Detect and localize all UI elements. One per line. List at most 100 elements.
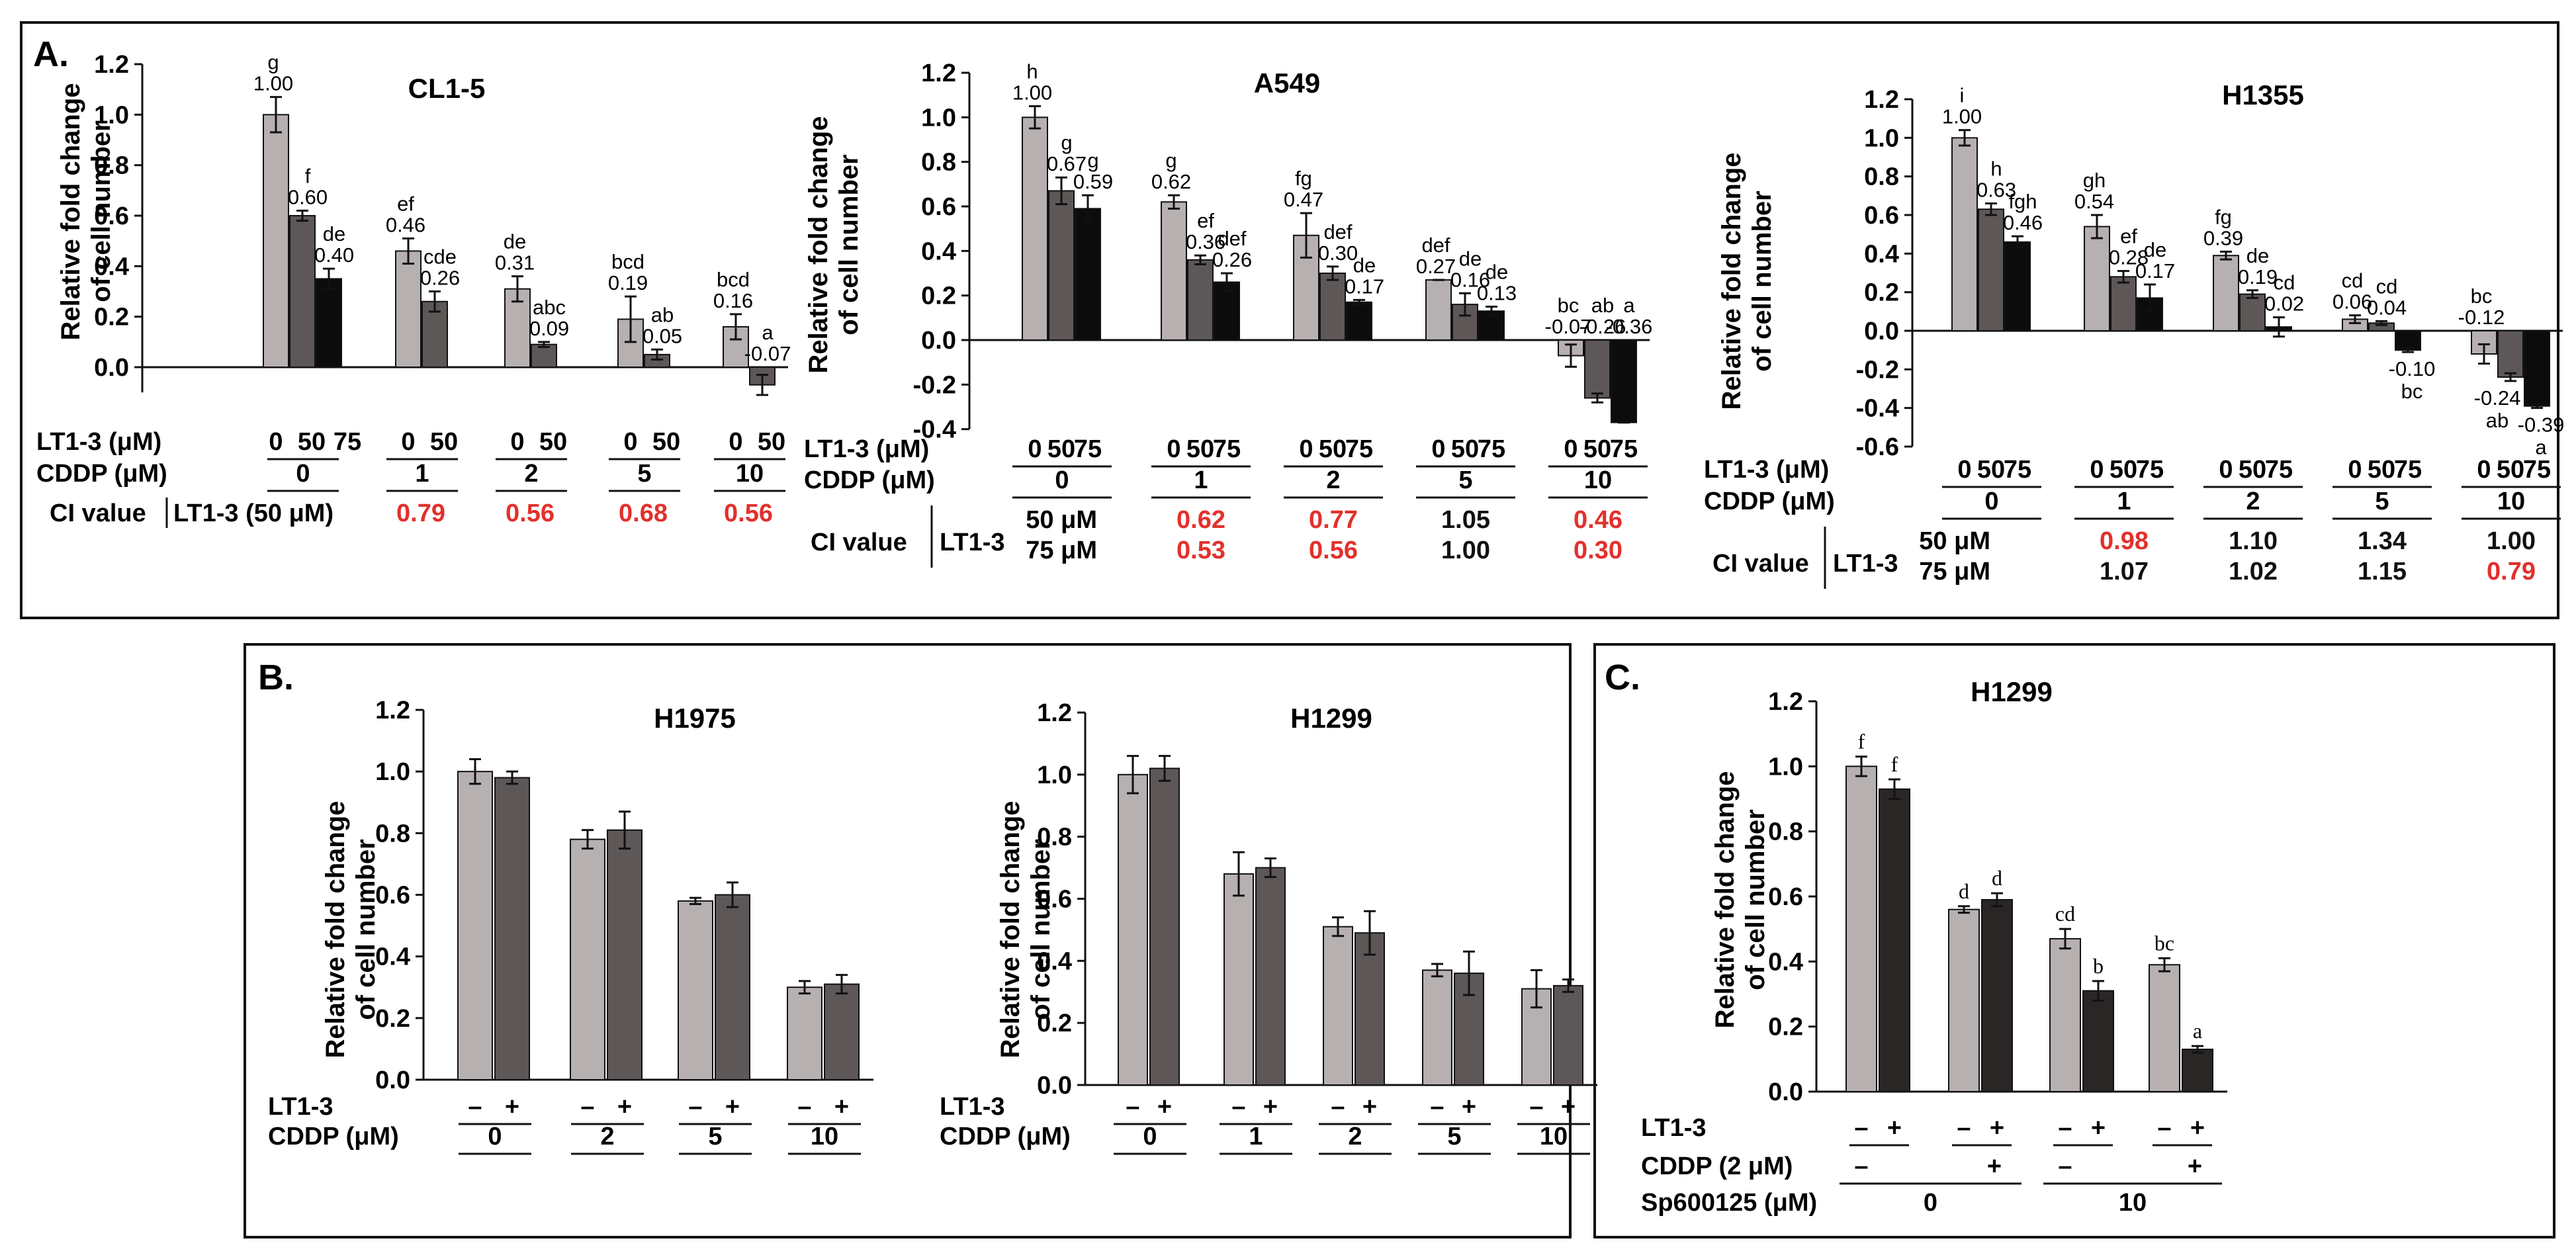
bar: [2524, 330, 2550, 407]
y-tick-label: 1.0: [1864, 124, 1899, 152]
data-label: 0.02: [2264, 292, 2304, 316]
bar: [2395, 330, 2421, 351]
bar: [1323, 926, 1353, 1086]
ci-table: CI value LT1-3 (50 μM) 0.79 0.56 0.68 0.56: [50, 498, 773, 528]
lt13-level: 50: [758, 428, 785, 456]
charts-layer: 0.0 0.2 0.4 0.6 0.8 1.0 1.2 CL1-5 Relative fold …: [36, 51, 2564, 1217]
y-axis-label: Relative fold changeof cell number: [804, 116, 864, 374]
bar: [678, 900, 713, 1080]
lt13-level: –: [1957, 1114, 1971, 1142]
data-label: 0.54: [2074, 190, 2114, 213]
ci-label: CI value: [1712, 550, 1809, 578]
y-tick-label: -0.6: [1856, 433, 1899, 461]
sig-letter: cd: [2376, 275, 2398, 298]
lt13-level: –: [468, 1093, 482, 1121]
sig-letter: g: [1165, 149, 1177, 172]
cddp-level: –: [1854, 1152, 1868, 1180]
ci-value: 0.46: [1574, 506, 1622, 534]
lt13-level: 0: [1299, 435, 1313, 463]
ci-value: 0.30: [1574, 537, 1622, 564]
bar: [570, 838, 605, 1081]
lt13-level: –: [2157, 1114, 2171, 1142]
lt13-level: +: [2190, 1114, 2205, 1142]
bar: [289, 215, 316, 368]
y-tick-label: 1.2: [94, 51, 129, 79]
data-label: 0.17: [1345, 275, 1384, 298]
data-label: 0.19: [608, 271, 648, 294]
data-label: 0.46: [386, 213, 425, 236]
y-axis-label-line: of cell number: [87, 121, 116, 302]
panel-c-frame: [1593, 643, 2555, 1238]
y-tick-label: 1.2: [1037, 699, 1072, 727]
y-tick-label: 1.0: [1768, 753, 1803, 781]
y-tick-label: 0.2: [1037, 1010, 1072, 1037]
ci-value: 1.07: [2100, 558, 2149, 586]
data-label: 0.36: [1186, 230, 1225, 253]
lt13-level: –: [1854, 1114, 1868, 1142]
cddp-level: +: [2188, 1152, 2202, 1180]
sig-letter: g: [1087, 149, 1098, 172]
data-label: 0.26: [420, 267, 460, 290]
lt13-level: –: [1231, 1093, 1245, 1121]
bar: [607, 829, 643, 1081]
lt13-level: +: [725, 1093, 740, 1121]
y-tick-label: 1.0: [921, 104, 956, 132]
panel-b-frame: [244, 643, 1572, 1238]
bar: [2149, 964, 2180, 1092]
sig-letter: bcd: [611, 250, 644, 273]
bar: [1879, 788, 1910, 1092]
lt13-level: 50: [652, 428, 680, 456]
ci-value: 1.00: [1441, 537, 1490, 564]
ci-value: 0.62: [1177, 506, 1225, 534]
y-axis-label-line: Relative fold change: [996, 801, 1025, 1059]
data-label: 0.16: [1450, 268, 1490, 291]
row-label-cddp: CDDP (μM): [1704, 488, 1835, 515]
lt13-level: +: [1561, 1093, 1576, 1121]
sig-letter: bc: [2154, 931, 2174, 955]
y-tick-label: 0.4: [1768, 948, 1803, 976]
data-label: -0.39: [2518, 413, 2565, 437]
y-tick-label: 1.0: [1037, 761, 1072, 789]
data-label: 0.05: [643, 324, 682, 347]
bar: [2182, 1049, 2213, 1093]
y-tick-label: 0.0: [1768, 1078, 1803, 1106]
bar: [316, 278, 342, 368]
chart-a2: -0.4 -0.2 0.0 0.2 0.4 0.6 0.8 1.0 1.2 A549 Relativ…: [804, 60, 1652, 568]
lt13-level: –: [1126, 1093, 1139, 1121]
ci-sublabel: 75 μM: [1026, 537, 1097, 564]
sig-letter: f: [1891, 752, 1898, 776]
y-tick-label: 0.6: [1864, 202, 1899, 230]
chart-title: H1975: [654, 703, 736, 734]
ci-sub: LT1-3 (50 μM): [173, 499, 333, 527]
y-tick-label: 0.6: [94, 202, 129, 230]
sig-letter: de: [504, 230, 526, 253]
sig-letter: bc: [2401, 380, 2423, 403]
data-label: -0.10: [2389, 357, 2436, 380]
ci-sublabel: 50 μM: [1919, 527, 1990, 555]
data-label: -0.36: [1606, 315, 1653, 338]
cddp-level: 10: [736, 460, 764, 488]
bar: [1425, 279, 1452, 341]
lt13-level: 0: [2090, 456, 2104, 484]
sig-letter: fg: [1295, 167, 1312, 190]
y-tick-label: 1.2: [1768, 688, 1803, 716]
data-label: 0.16: [713, 289, 753, 312]
lt13-level: 0: [2219, 456, 2233, 484]
y-axis-label: Relative fold changeof cell number: [996, 801, 1055, 1059]
lt13-level: 75: [1610, 435, 1638, 463]
sig-letter: a: [2193, 1019, 2202, 1043]
cddp-level: 10: [2497, 488, 2525, 515]
sig-letter: cde: [423, 245, 457, 269]
sig-letter: de: [323, 222, 345, 245]
cddp-level: 5: [1458, 466, 1472, 494]
data-label: 0.60: [288, 185, 328, 208]
bar: [1611, 339, 1637, 423]
data-label: 0.62: [1151, 170, 1191, 193]
cddp-level: 1: [415, 460, 429, 488]
y-axis-label: Relative fold changeof cell number: [1710, 771, 1770, 1029]
lt13-level: 75: [1213, 435, 1241, 463]
row-label-cddp: CDDP (μM): [940, 1123, 1071, 1150]
lt13-level: +: [617, 1093, 632, 1121]
sig-letter: bc: [2471, 284, 2493, 308]
